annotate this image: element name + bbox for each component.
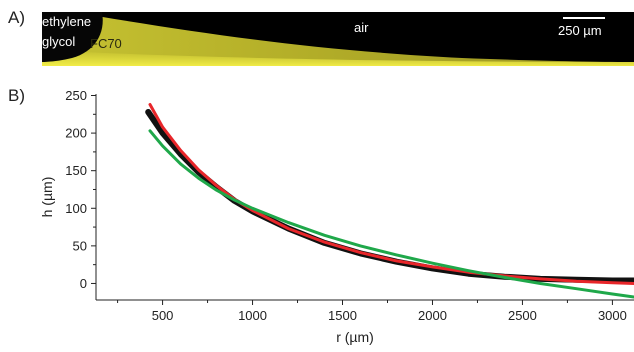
label-glycol: glycol (42, 34, 76, 49)
y-tick-label: 50 (73, 238, 87, 253)
y-tick-label: 0 (80, 276, 87, 291)
label-fc70: FC70 (90, 36, 122, 51)
series-line-2 (148, 103, 634, 285)
x-tick-label: 3000 (598, 308, 627, 323)
panel-b-label: B) (8, 86, 25, 105)
scale-bar (563, 17, 605, 19)
x-tick-label: 1000 (238, 308, 267, 323)
y-axis-label: h (µm) (39, 177, 55, 218)
y-tick-label: 250 (65, 88, 87, 103)
micrograph-svg (42, 12, 634, 66)
fc70-fluid-region (42, 12, 634, 66)
label-air: air (354, 20, 369, 35)
label-ethylene: ethylene (42, 14, 92, 29)
ethylene-glycol-drop (42, 12, 103, 62)
series-line-3 (148, 129, 634, 299)
plot-marks (145, 103, 634, 299)
x-tick-label: 1500 (328, 308, 357, 323)
x-tick-label: 2500 (508, 308, 537, 323)
fc70-bright-rim (42, 50, 634, 66)
panel-a-label: A) (8, 8, 25, 27)
scale-bar-label: 250 µm (558, 23, 602, 38)
x-tick-label: 2000 (418, 308, 447, 323)
x-tick-label: 500 (152, 308, 174, 323)
y-tick-label: 150 (65, 163, 87, 178)
y-tick-label: 200 (65, 126, 87, 141)
y-tick-label: 100 (65, 201, 87, 216)
series-line-1 (145, 109, 634, 284)
micrograph-image: ethylene glycol FC70 air 250 µm (42, 12, 634, 66)
x-axis-label: r (µm) (336, 329, 374, 345)
profile-chart: 0 50 100 150 200 250 500 1000 1500 2000 2500 3000 r… (39, 88, 634, 345)
chart-axes: 0 50 100 150 200 250 500 1000 1500 2000 2500 3000 (65, 88, 634, 323)
